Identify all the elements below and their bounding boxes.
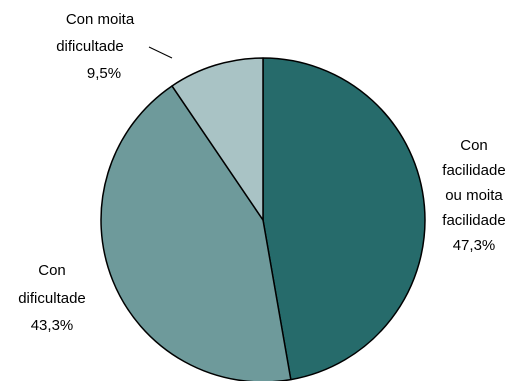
label-line: 9,5%: [87, 65, 121, 82]
label-line: 47,3%: [453, 237, 496, 254]
label-line: dificultade: [56, 38, 124, 55]
slice-con-dificultade: [100, 85, 292, 381]
label-con-facilidade: Con facilidade ou moita facilidade 47,3%: [442, 137, 505, 254]
label-line: Con moita: [66, 11, 135, 28]
slice-con-facilidade: [262, 57, 426, 381]
label-line: facilidade: [442, 162, 505, 179]
pie-slices: [100, 57, 426, 381]
label-line: dificultade: [18, 290, 86, 307]
label-line: 43,3%: [31, 317, 74, 334]
label-con-dificultade: Con dificultade 43,3%: [18, 262, 86, 334]
slice-con-moita-dificultade: [171, 57, 264, 221]
label-line: Con: [38, 262, 66, 279]
label-line: Con: [460, 137, 488, 154]
label-line: ou moita: [445, 187, 503, 204]
leader-line-con-moita-dificultade: [148, 46, 173, 59]
label-con-moita-dificultade: Con moita dificultade 9,5%: [56, 11, 135, 82]
label-line: facilidade: [442, 212, 505, 229]
